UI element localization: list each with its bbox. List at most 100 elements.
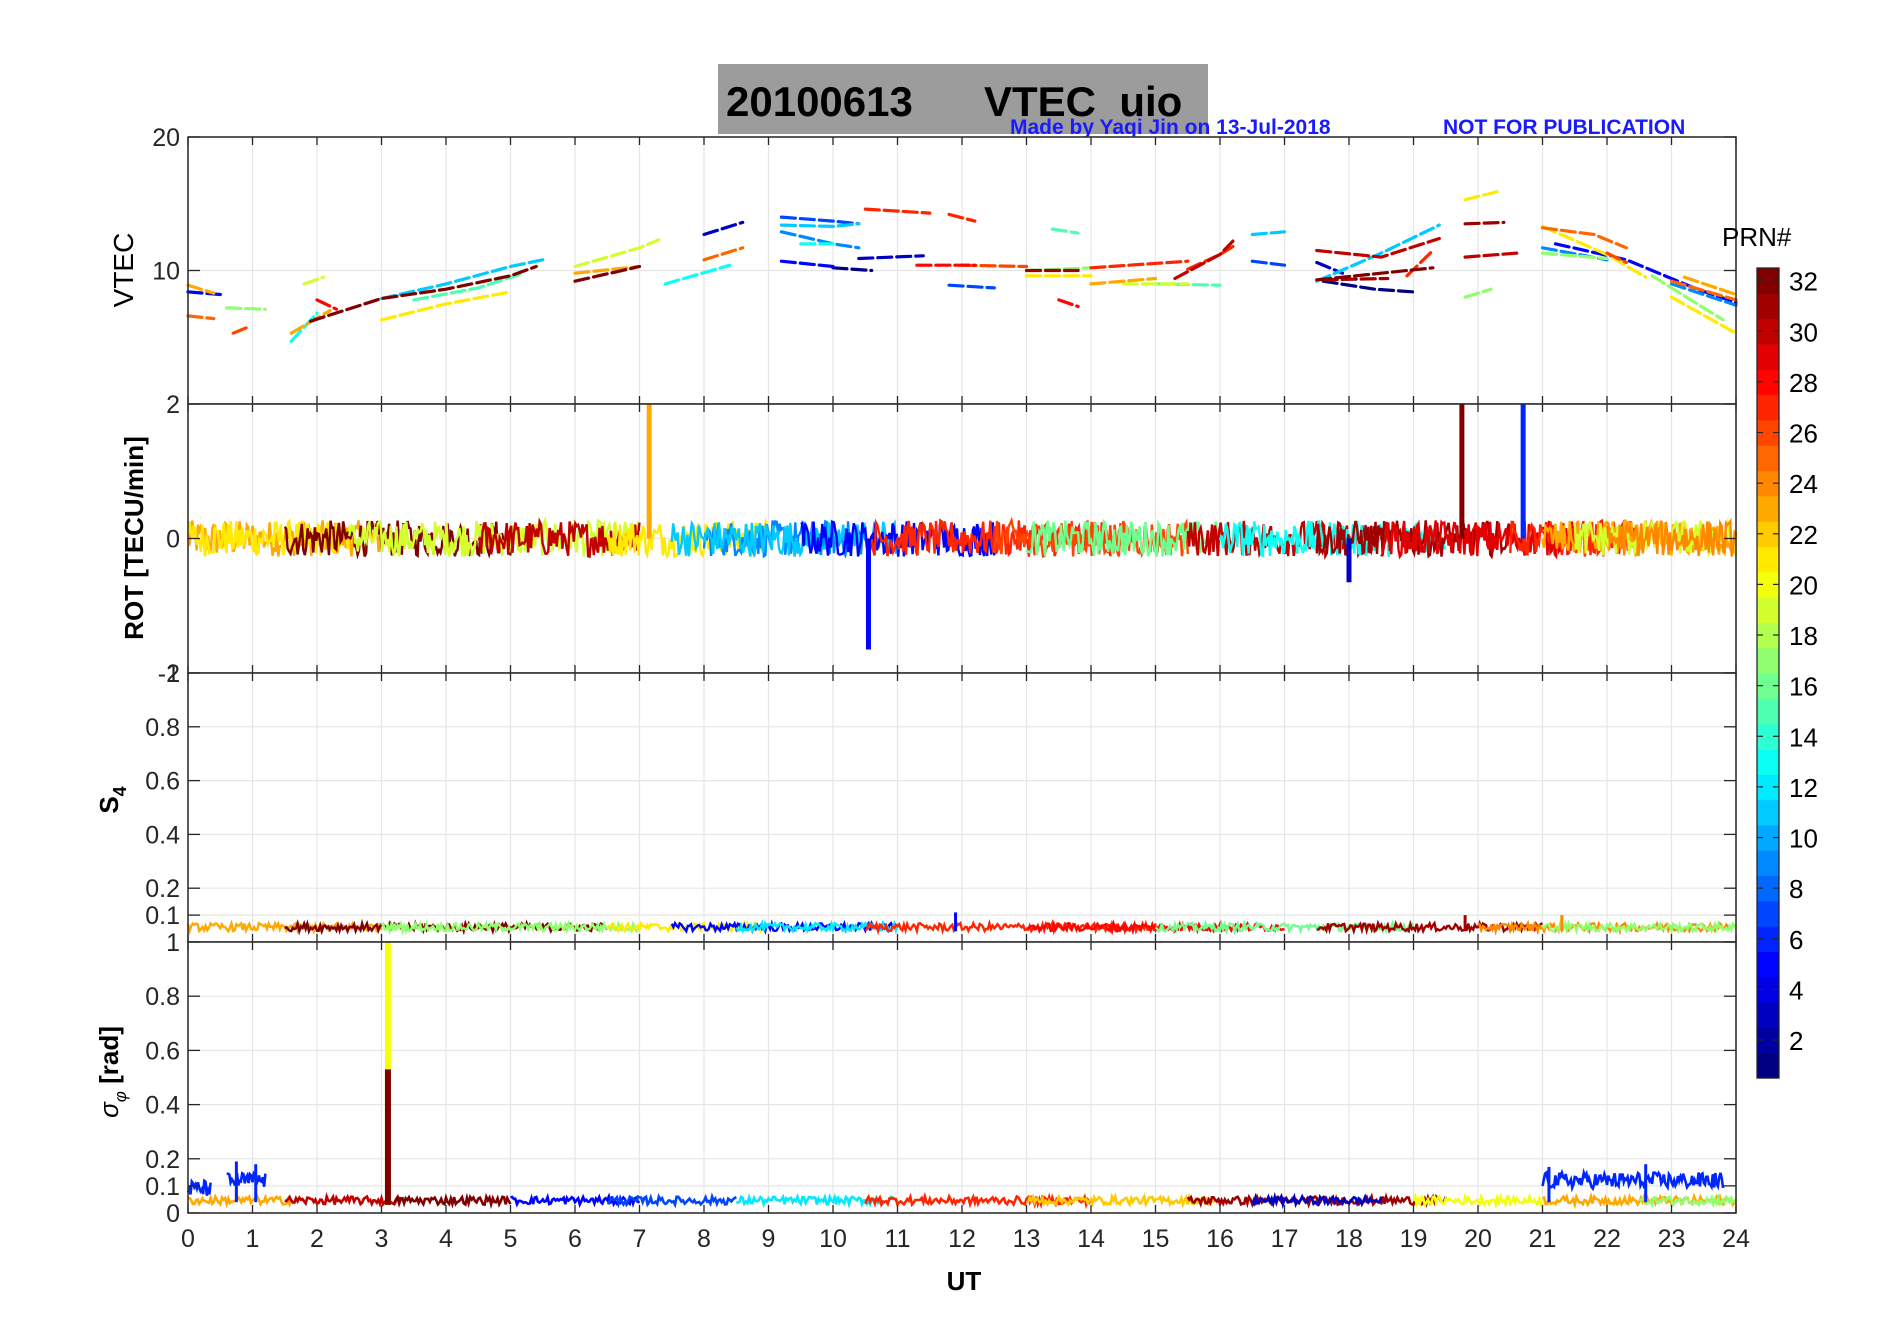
colorbar-band	[1757, 647, 1779, 674]
colorbar-tick-label: 14	[1789, 722, 1818, 752]
vtec-series-prn-9	[1669, 282, 1738, 307]
colorbar-tick-label: 2	[1789, 1026, 1803, 1056]
x-tick-label: 13	[1013, 1225, 1041, 1253]
title-date: 20100613	[726, 78, 913, 125]
svg-text:S4: S4	[94, 786, 130, 813]
x-tick-label: 11	[885, 1225, 911, 1253]
sigma-ytick-label: 0.2	[145, 1146, 180, 1174]
colorbar-band	[1757, 597, 1779, 623]
x-tick-label: 10	[819, 1225, 847, 1253]
sigma-trace-prn-27	[864, 1191, 1093, 1210]
s4-trace-prn-5	[670, 919, 899, 935]
colorbar-band	[1757, 1002, 1779, 1028]
sigma-trace-prn-17	[1639, 1192, 1737, 1209]
vtec-series-prn-17	[225, 306, 267, 311]
s4-ytick-label: 0.1	[145, 902, 180, 930]
colorbar-tick-label: 32	[1789, 267, 1818, 297]
vtec-series-prn-27	[1089, 259, 1190, 270]
colorbar-band	[1757, 824, 1779, 851]
vtec-series-prn-32	[1315, 266, 1435, 282]
vtec-series-prn-23	[1682, 275, 1738, 297]
x-tick-label: 3	[375, 1225, 389, 1253]
x-tick-label: 8	[697, 1225, 711, 1253]
s4-trace-prn-28	[1026, 919, 1285, 936]
colorbar-tick-label: 18	[1789, 621, 1818, 651]
vtec-series-prn-3	[702, 220, 745, 237]
x-tick-label: 14	[1077, 1225, 1105, 1253]
x-tick-label: 19	[1400, 1225, 1428, 1253]
title-label: VTEC uio	[984, 78, 1182, 125]
s4-ytick-label: 0.8	[145, 714, 180, 742]
sigma-trace-prn-6	[186, 1178, 212, 1196]
vtec-ylabel: VTEC	[108, 233, 139, 308]
colorbar-band	[1757, 673, 1779, 699]
vtec-series-prn-32	[309, 264, 538, 323]
colorbar-tick-label: 24	[1789, 469, 1818, 499]
sigma-trace-prn-23	[1542, 1191, 1737, 1210]
title-box	[718, 64, 1208, 134]
colorbar-band	[1757, 1052, 1779, 1079]
colorbar-tick-label: 22	[1789, 520, 1818, 550]
vtec-series-prn-26	[1605, 251, 1629, 265]
colorbar-band	[1757, 622, 1779, 649]
vtec-series-prn-25	[1669, 279, 1738, 302]
credit-made-by: Made by Yaqi Jin on 13-Jul-2018	[1010, 116, 1331, 139]
colorbar-band	[1757, 268, 1779, 294]
vtec-series-prn-1	[831, 266, 874, 273]
colorbar-band	[1757, 748, 1779, 775]
sigma-ytick-label: 0.1	[145, 1173, 180, 1201]
colorbar-band	[1757, 394, 1779, 421]
vtec-series-prn-26	[231, 326, 248, 335]
vtec-series-prn-9	[1540, 246, 1609, 262]
colorbar-band	[1757, 698, 1779, 725]
rot-panel: -2 0 2	[158, 391, 1738, 688]
s4-panel: 0.10.2 0.4 0.6 0.8 1	[145, 660, 1738, 943]
colorbar-band	[1757, 343, 1779, 370]
s4-ytick-label: 1	[166, 660, 180, 688]
rot-ylabel: ROT [TECU/min]	[119, 436, 149, 640]
x-tick-label: 20	[1464, 1225, 1492, 1253]
s4-ytick-label: 0.2	[145, 875, 180, 903]
svg-text:σφ [rad]: σφ [rad]	[94, 1026, 130, 1118]
vtec-series-prn-32	[573, 264, 642, 283]
x-tick-label: 17	[1271, 1225, 1299, 1253]
rot-trace-prn-26	[993, 516, 1189, 559]
colorbar-band	[1757, 723, 1779, 750]
x-tick-label: 5	[504, 1225, 518, 1253]
colorbar-band	[1757, 521, 1779, 548]
x-tick-label: 0	[181, 1225, 195, 1253]
colorbar-tick-label: 6	[1789, 925, 1803, 955]
colorbar-tick-label: 12	[1789, 773, 1818, 803]
vtec-series-prn-30	[1463, 251, 1519, 259]
x-tick-label: 22	[1593, 1225, 1621, 1253]
sigma-trace-prn-6	[1541, 1167, 1725, 1193]
vtec-series-prn-21	[1463, 190, 1499, 202]
vtec-series-prn-11	[379, 258, 545, 301]
vtec-series-prn-23	[186, 283, 216, 295]
vtec-series-prn-31	[1321, 276, 1390, 282]
rot-trace-prn-19	[1573, 517, 1738, 558]
colorbar-band	[1757, 293, 1779, 320]
rot-trace-prn-32	[283, 520, 512, 560]
vtec-series-prn-28	[1057, 298, 1080, 309]
vtec-ytick-label: 20	[152, 124, 180, 152]
colorbar-band	[1757, 1027, 1779, 1054]
colorbar-band	[1757, 900, 1779, 927]
vtec-series-prn-15	[412, 271, 526, 302]
colorbar-frame	[1756, 267, 1780, 1079]
sigma-ytick-label: 0.4	[145, 1092, 180, 1120]
colorbar-tick-label: 28	[1789, 368, 1818, 398]
colorbar-band	[1757, 875, 1779, 902]
x-tick-label: 1	[246, 1225, 260, 1253]
colorbar-band	[1757, 419, 1779, 446]
sigma-trace-prn-30	[284, 1191, 402, 1208]
x-tick-label: 15	[1142, 1225, 1170, 1253]
vtec-series-prn-21	[1669, 295, 1738, 335]
vtec-series-prn-21	[379, 290, 513, 322]
colorbar-tick-label: 30	[1789, 317, 1818, 347]
s4-trace-prn-27	[864, 918, 1157, 936]
vtec-series-prn-25	[1540, 226, 1629, 250]
x-tick-label: 4	[439, 1225, 453, 1253]
colorbar-band	[1757, 369, 1779, 396]
vtec-series-prn-23	[1089, 276, 1158, 286]
